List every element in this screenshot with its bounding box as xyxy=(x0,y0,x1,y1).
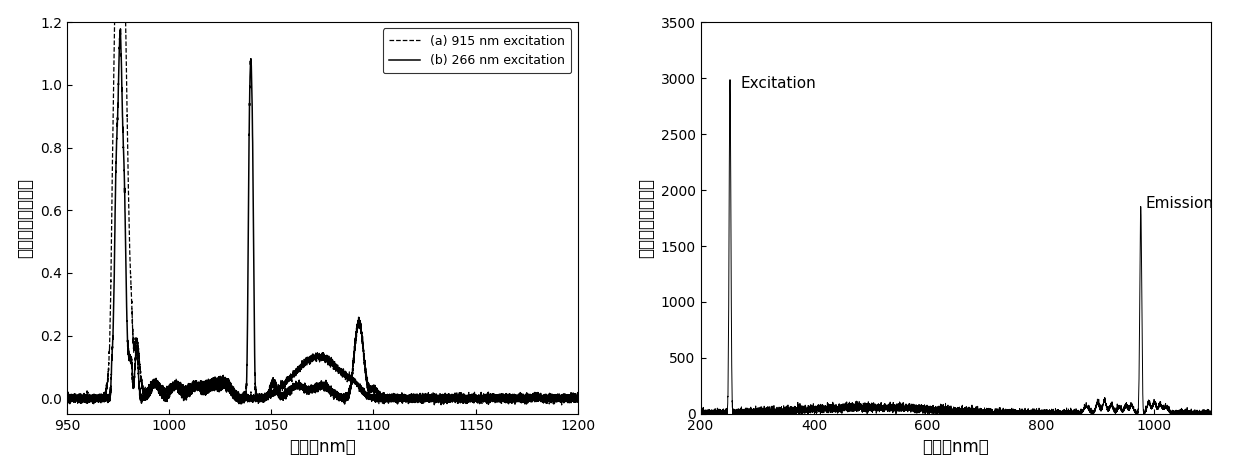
(b) 266 nm excitation xyxy=(434,402,449,407)
Text: Excitation: Excitation xyxy=(740,76,816,91)
(a) 915 nm excitation xyxy=(62,395,77,401)
Line: (a) 915 nm excitation: (a) 915 nm excitation xyxy=(67,19,578,405)
(a) 915 nm excitation xyxy=(309,352,324,358)
(a) 915 nm excitation xyxy=(570,394,585,400)
Text: Emission: Emission xyxy=(1146,196,1214,210)
X-axis label: 波长（nm）: 波长（nm） xyxy=(923,438,990,456)
(b) 266 nm excitation xyxy=(309,386,324,392)
(b) 266 nm excitation xyxy=(113,26,128,32)
X-axis label: 波长（nm）: 波长（nm） xyxy=(289,438,356,456)
(a) 915 nm excitation xyxy=(543,399,558,404)
(b) 266 nm excitation xyxy=(60,392,74,397)
Y-axis label: 强度（任意单位）: 强度（任意单位） xyxy=(16,178,35,258)
Legend: (a) 915 nm excitation, (b) 266 nm excitation: (a) 915 nm excitation, (b) 266 nm excita… xyxy=(383,28,572,73)
(b) 266 nm excitation xyxy=(81,393,95,399)
(b) 266 nm excitation xyxy=(543,391,558,397)
(b) 266 nm excitation xyxy=(570,390,585,395)
(a) 915 nm excitation xyxy=(60,396,74,402)
(a) 915 nm excitation xyxy=(81,397,95,403)
Y-axis label: 强度（任意单位）: 强度（任意单位） xyxy=(637,178,655,258)
(a) 915 nm excitation xyxy=(554,402,569,408)
(a) 915 nm excitation xyxy=(107,16,122,22)
(a) 915 nm excitation xyxy=(91,396,105,402)
(b) 266 nm excitation xyxy=(160,397,175,403)
(b) 266 nm excitation xyxy=(62,396,77,402)
(a) 915 nm excitation xyxy=(160,385,175,391)
(b) 266 nm excitation xyxy=(91,397,105,403)
Line: (b) 266 nm excitation: (b) 266 nm excitation xyxy=(67,29,578,404)
